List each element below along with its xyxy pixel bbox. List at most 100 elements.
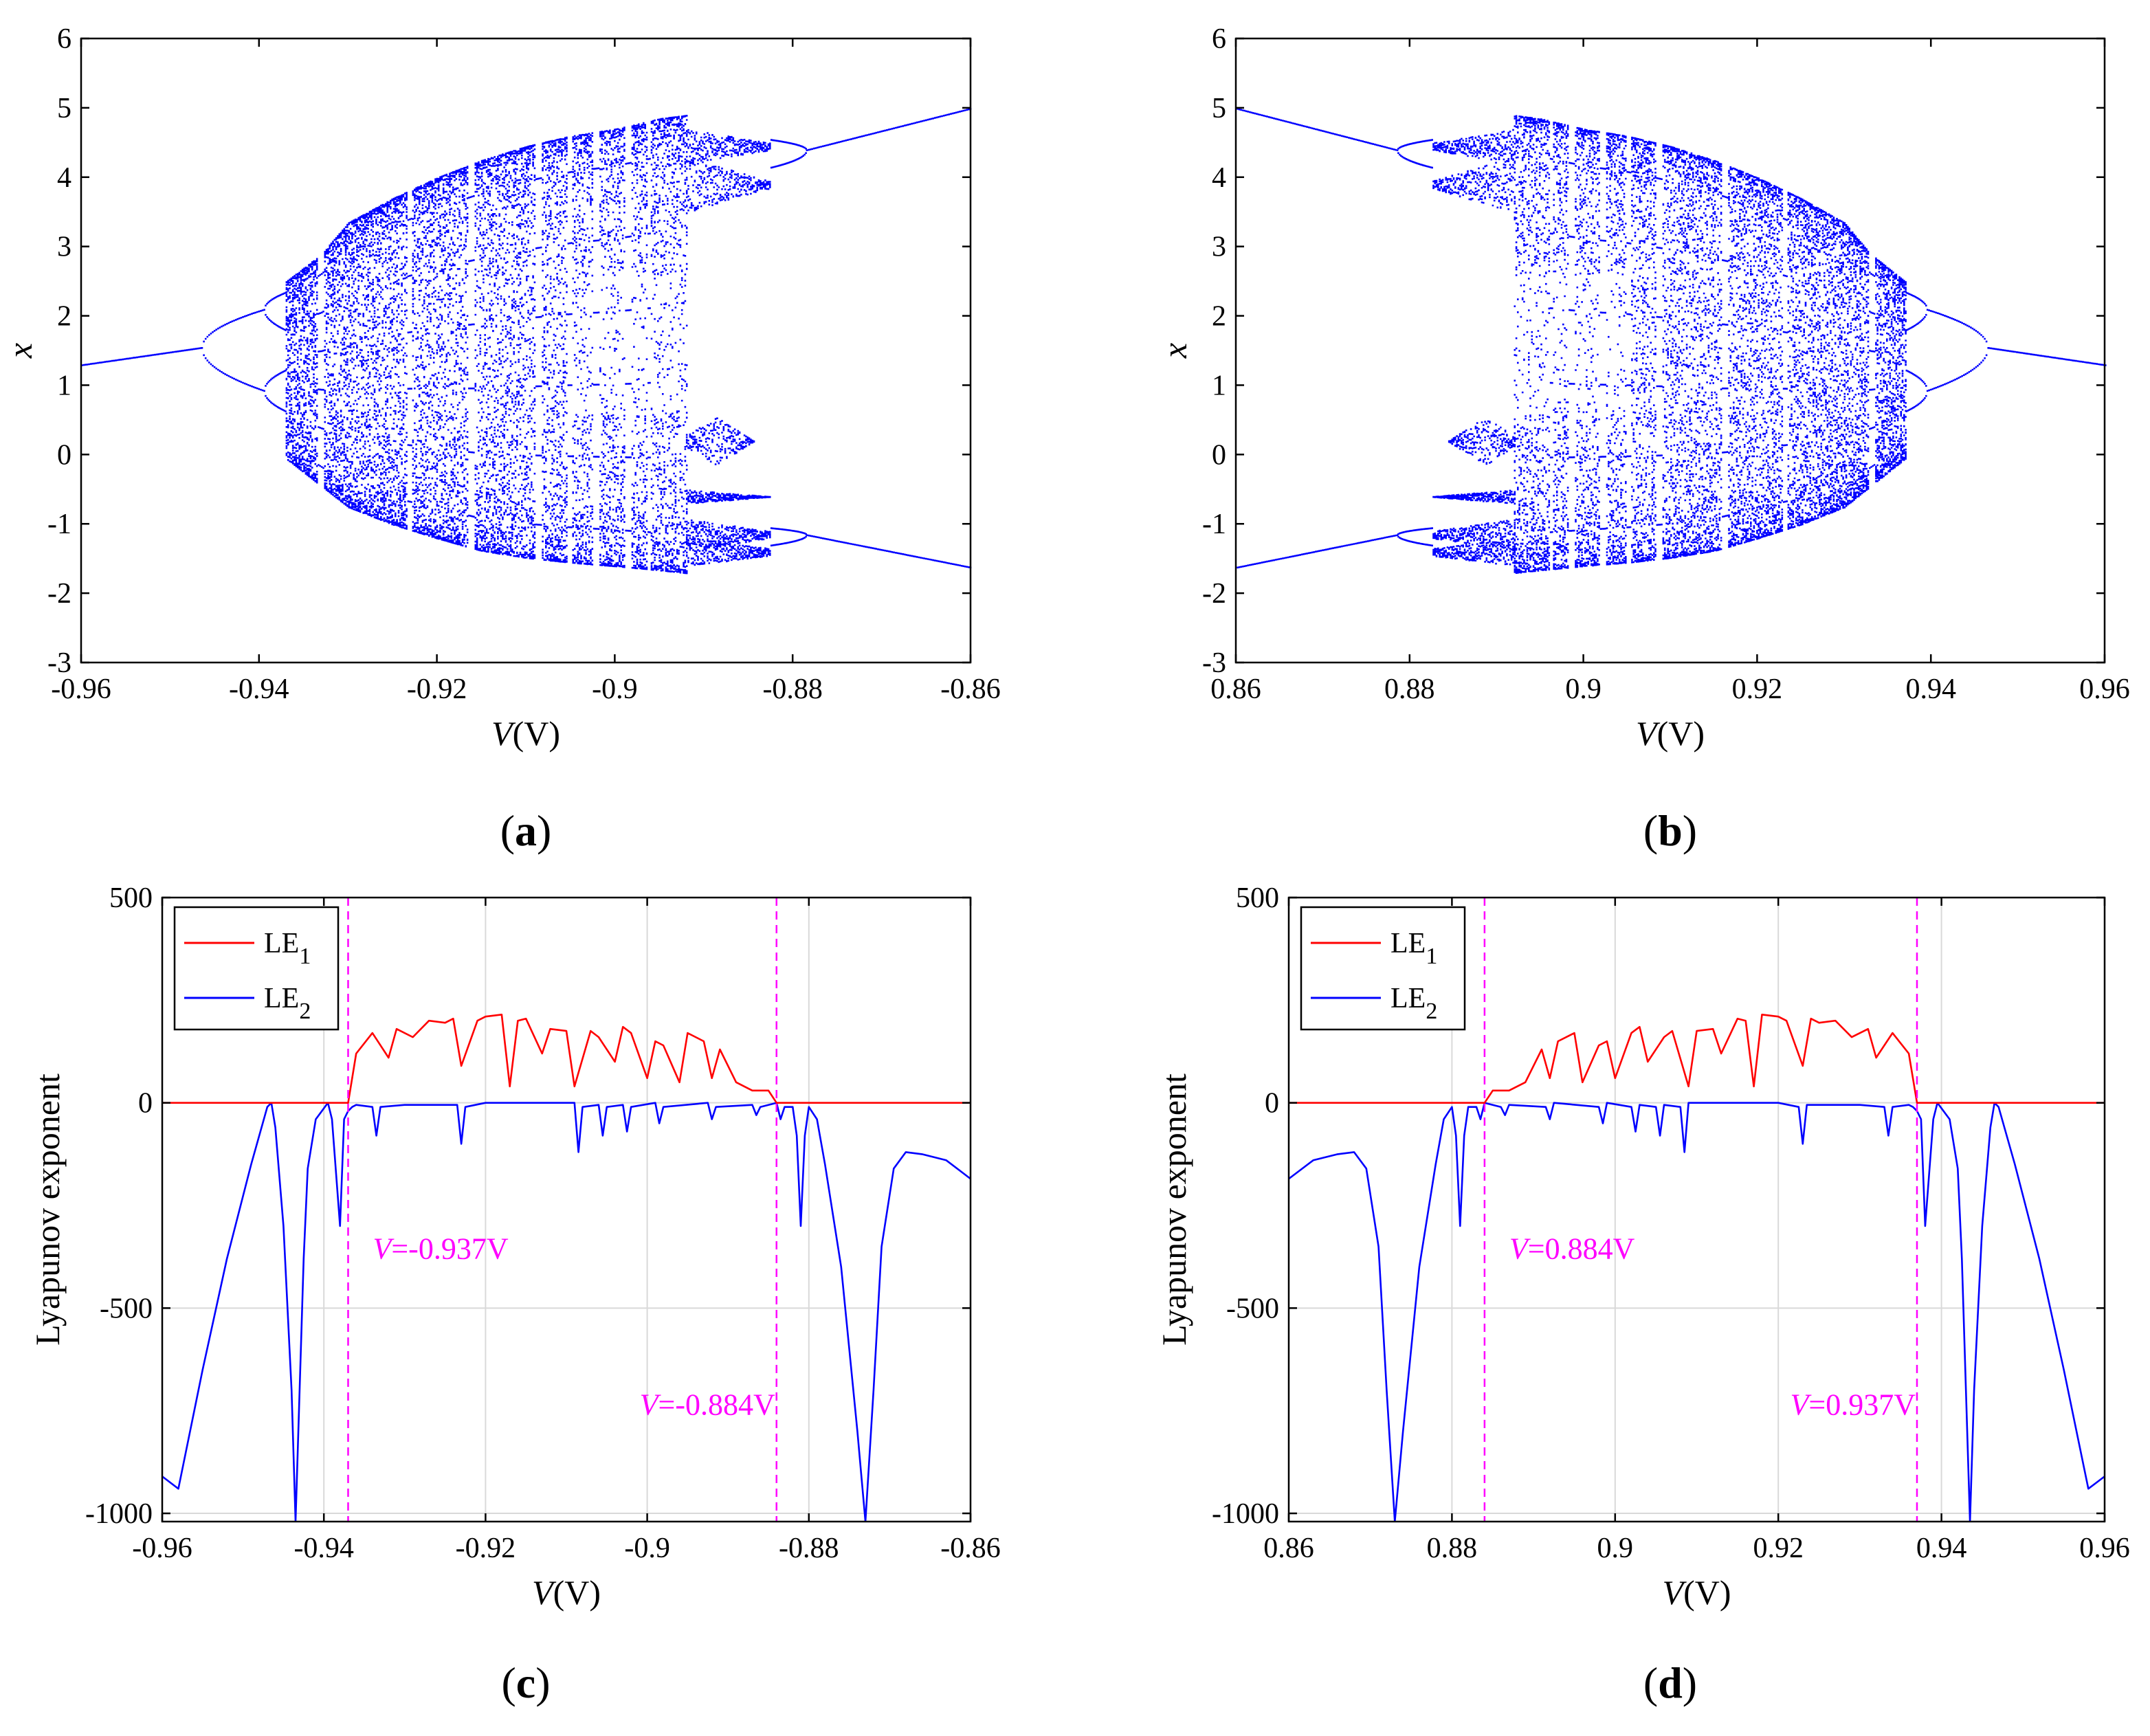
x-axis-label: V(V) [532,1573,601,1612]
y-tick-label: 1 [57,370,71,401]
x-tick-label: 0.94 [1916,1533,1967,1564]
y-tick-label: 5 [57,93,71,124]
threshold-annotation-var: V [1791,1388,1813,1422]
panel-label-letter: c [516,1658,535,1707]
x-tick-label: 0.86 [1263,1533,1314,1564]
plot-frame [1287,896,2106,1523]
panel-label: (a) [500,806,552,855]
legend-label-1: LE1 [1390,928,1437,969]
x-axis-label: V(V) [491,714,560,753]
threshold-annotation: V=-0.937V [373,1232,508,1266]
bifurcation-point-cloud [81,108,972,575]
y-tick-label: 6 [1212,23,1226,55]
threshold-annotation-value: =-0.884V [658,1388,775,1422]
panel-label-close: ) [537,806,551,855]
threshold-annotation-var: V [1509,1232,1531,1266]
x-tick-label: -0.92 [456,1533,516,1564]
legend-label-sub: 1 [299,944,311,969]
y-tick-label: 500 [109,882,153,914]
legend-label-2: LE2 [264,983,311,1024]
y-tick-label: -1 [1202,509,1226,540]
x-tick-label: -0.92 [407,674,467,705]
x-axis-label-var: V [1636,714,1661,753]
panel-label-letter: a [515,806,537,855]
y-tick-label: 500 [1236,882,1279,914]
bifurcation-point-cloud [1237,108,2107,574]
panel-label-close: ) [1683,1658,1697,1707]
x-axis-label-unit: (V) [513,714,560,753]
y-tick-label: -1 [47,509,71,540]
y-tick-label: -3 [1202,647,1226,679]
x-axis-label: V(V) [1663,1573,1731,1612]
panel-label: (c) [501,1658,550,1707]
bifurcation-points [81,108,972,575]
plot-frame [161,896,972,1523]
y-tick-label: 0 [57,439,71,471]
legend-label-2: LE2 [1390,983,1437,1024]
x-tick-label: 0.96 [2079,674,2130,705]
x-tick-label: -0.96 [51,674,111,705]
y-tick-label: 4 [1212,162,1226,194]
legend-box [1300,906,1466,1031]
series-group [1289,1014,2105,1522]
x-tick-label: -0.86 [940,1533,1001,1564]
legend-label-main: LE [1390,983,1426,1014]
legend: LE1 LE2 [173,906,340,1031]
y-tick-label: 3 [57,232,71,263]
threshold-annotation-value: =0.937V [1808,1388,1916,1422]
y-tick-label: -1000 [1212,1498,1279,1530]
x-axis-label-var: V [1663,1573,1687,1612]
x-tick-label: -0.94 [293,1533,354,1564]
x-tick-label: 0.9 [1565,674,1602,705]
panel-label-open: ( [501,1658,516,1707]
legend: LE1 LE2 [1300,906,1466,1031]
y-tick-label: 5 [1212,93,1226,124]
threshold-annotation: V=0.937V [1791,1388,1916,1422]
x-tick-label: 0.86 [1210,674,1261,705]
plot-frame [80,37,972,664]
x-tick-label: -0.9 [592,674,638,705]
y-tick-label: 2 [1212,301,1226,333]
panel-label: (b) [1643,806,1697,855]
threshold-annotation-var: V [640,1388,662,1422]
plot-a: -0.96 -0.94 -0.92 -0.9 -0.88 -0.86 -3 -2 -1 0 1 2 3 4… [1,23,1001,753]
x-axis-label-var: V [491,714,516,753]
y-tick-label: -3 [47,647,71,679]
y-tick-label: -500 [1226,1293,1279,1324]
legend-label-main: LE [264,928,299,959]
x-tick-label: -0.9 [624,1533,670,1564]
x-axis-label: V(V) [1636,714,1705,753]
x-tick-label: -0.88 [779,1533,839,1564]
x-axis-label-unit: (V) [553,1573,601,1612]
threshold-annotation: V=0.884V [1509,1232,1635,1266]
series-line-le2 [162,1102,971,1522]
y-axis-label: x [1,343,39,359]
panel-label-close: ) [1683,806,1697,855]
legend-label-1: LE1 [264,928,311,969]
plot-frame [1234,37,2106,664]
y-tick-label: 0 [138,1088,153,1120]
series-line-le1 [1289,1014,2105,1104]
y-tick-label: 0 [1212,439,1226,471]
panel-label-open: ( [500,806,515,855]
panel-a: -0.96 -0.94 -0.92 -0.9 -0.88 -0.86 -3 -2 -1 0 1 2 3 4… [1,23,1001,855]
panel-label-open: ( [1643,1658,1658,1707]
x-tick-label: -0.88 [762,674,823,705]
panel-label-open: ( [1643,806,1658,855]
threshold-annotation: V=-0.884V [640,1388,775,1422]
legend-label-main: LE [264,983,299,1014]
panel-b: 0.86 0.88 0.9 0.92 0.94 0.96 -3 -2 -1 0 1 2 3 4 5 6 V(V)… [1155,23,2130,855]
x-tick-label: 0.96 [2079,1533,2130,1564]
y-tick-label: -2 [1202,578,1226,610]
y-axis-label: Lyapunov exponent [1155,1073,1193,1346]
panel-label-letter: b [1658,806,1683,855]
series-line-le2 [1289,1102,2105,1522]
y-tick-label: -2 [47,578,71,610]
y-axis-label: Lyapunov exponent [28,1073,67,1346]
